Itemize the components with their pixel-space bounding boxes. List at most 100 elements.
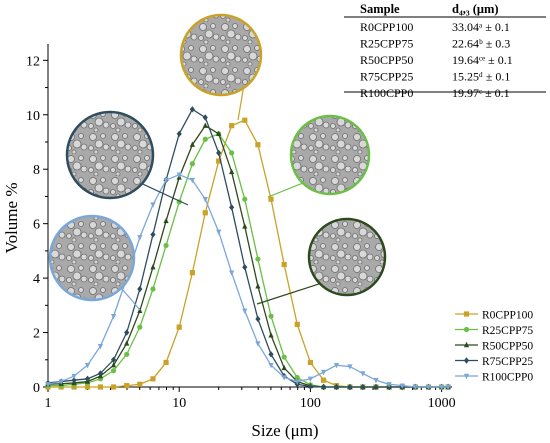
table-header-d43: d₄,₃ (μm): [452, 2, 499, 16]
data-point: [124, 383, 130, 389]
data-point: [189, 106, 195, 113]
table-cell-sample: R100CPP0: [360, 86, 413, 100]
series-line: [47, 173, 449, 388]
data-point: [84, 375, 91, 383]
table-cell-sample: R75CPP25: [360, 70, 413, 84]
series-R100CPP0: [45, 172, 451, 391]
data-point: [229, 204, 235, 211]
data-point: [189, 141, 195, 147]
table-cell-sample: R50CPP50: [360, 53, 413, 67]
data-point: [463, 311, 470, 317]
data-point: [268, 332, 274, 338]
data-point: [110, 384, 117, 390]
data-point: [45, 382, 51, 388]
y-tick-label: 2: [33, 327, 40, 342]
data-point: [445, 384, 451, 391]
data-point: [202, 136, 208, 142]
data-point: [71, 376, 77, 384]
micrograph-R0CPP100: [179, 13, 263, 97]
data-point: [412, 384, 418, 391]
micrograph-R25CPP75: [289, 114, 371, 196]
data-point: [373, 377, 379, 384]
data-point: [137, 307, 143, 313]
data-point: [347, 364, 353, 370]
micrograph-image: [65, 110, 155, 200]
data-point: [307, 376, 314, 383]
data-point: [124, 351, 130, 357]
y-tick-label: 10: [26, 109, 40, 124]
data-point: [242, 117, 248, 123]
data-point: [163, 217, 169, 224]
table-cell-d43: 19.64ᶜᵉ ± 0.1: [452, 53, 513, 67]
data-point: [307, 383, 314, 390]
data-point: [255, 142, 261, 148]
table-cell-d43: 22.64ᵇ ± 0.3: [452, 37, 510, 51]
data-point: [202, 210, 208, 216]
data-point: [268, 351, 274, 358]
data-point: [163, 177, 169, 184]
data-point: [281, 375, 287, 381]
legend-item-R75CPP25: R75CPP25: [455, 356, 533, 368]
data-point: [255, 341, 261, 347]
data-point: [268, 313, 274, 319]
data-point: [163, 359, 169, 366]
legend-item-R50CPP50: R50CPP50: [455, 341, 533, 353]
micrograph-image: [289, 114, 371, 196]
data-point: [373, 383, 379, 391]
data-point: [176, 324, 182, 330]
micrograph-image: [179, 13, 263, 97]
data-point: [150, 231, 156, 238]
data-point: [294, 374, 300, 381]
legend-item-R25CPP75: R25CPP75: [455, 325, 533, 337]
table-cell-d43: 33.04ᵃ ± 0.1: [452, 20, 510, 34]
table-cell-d43: 19.97ᶜ ± 0.1: [452, 86, 510, 100]
data-point: [110, 356, 117, 363]
data-point: [150, 286, 156, 292]
x-axis-label: Size (μm): [251, 421, 318, 440]
legend-label: R50CPP50: [482, 341, 533, 353]
micrograph-image: [307, 217, 387, 297]
y-tick-label: 4: [33, 272, 40, 287]
data-point: [110, 314, 117, 320]
legend-label: R75CPP25: [482, 356, 533, 368]
data-point: [255, 256, 261, 262]
y-axis-label: Volume %: [2, 183, 21, 254]
data-point: [229, 123, 235, 129]
data-point: [150, 202, 156, 208]
data-point: [97, 343, 104, 350]
data-point: [71, 373, 77, 380]
data-point: [176, 172, 182, 178]
data-point: [71, 384, 77, 390]
data-point: [255, 315, 261, 323]
data-point: [360, 383, 366, 391]
data-point: [189, 161, 195, 167]
data-point: [97, 370, 104, 377]
data-point: [58, 379, 64, 385]
data-point: [242, 264, 248, 271]
data-point: [399, 383, 405, 389]
data-point: [176, 130, 182, 138]
data-point: [229, 168, 235, 175]
data-point: [268, 363, 274, 369]
data-point: [281, 364, 287, 371]
data-point: [84, 384, 91, 390]
data-point: [110, 362, 117, 368]
data-point: [463, 341, 470, 348]
data-point: [137, 285, 143, 293]
inset-table: Sample d₄,₃ (μm) R0CPP100 33.04ᵃ ± 0.1 R25CP…: [344, 2, 546, 100]
data-point: [294, 321, 300, 327]
data-point: [320, 369, 327, 376]
table-cell-sample: R25CPP75: [360, 37, 413, 51]
data-point: [84, 363, 91, 369]
data-point: [202, 114, 208, 121]
data-point: [137, 235, 143, 241]
connector-R75CPP25: [135, 180, 189, 206]
table-cell-sample: R0CPP100: [360, 20, 413, 34]
data-point: [242, 196, 248, 202]
data-point: [425, 384, 432, 391]
data-point: [333, 363, 340, 369]
data-point: [360, 371, 366, 377]
legend-item-R0CPP100: R0CPP100: [455, 310, 533, 322]
data-point: [216, 130, 222, 137]
data-point: [150, 264, 156, 270]
